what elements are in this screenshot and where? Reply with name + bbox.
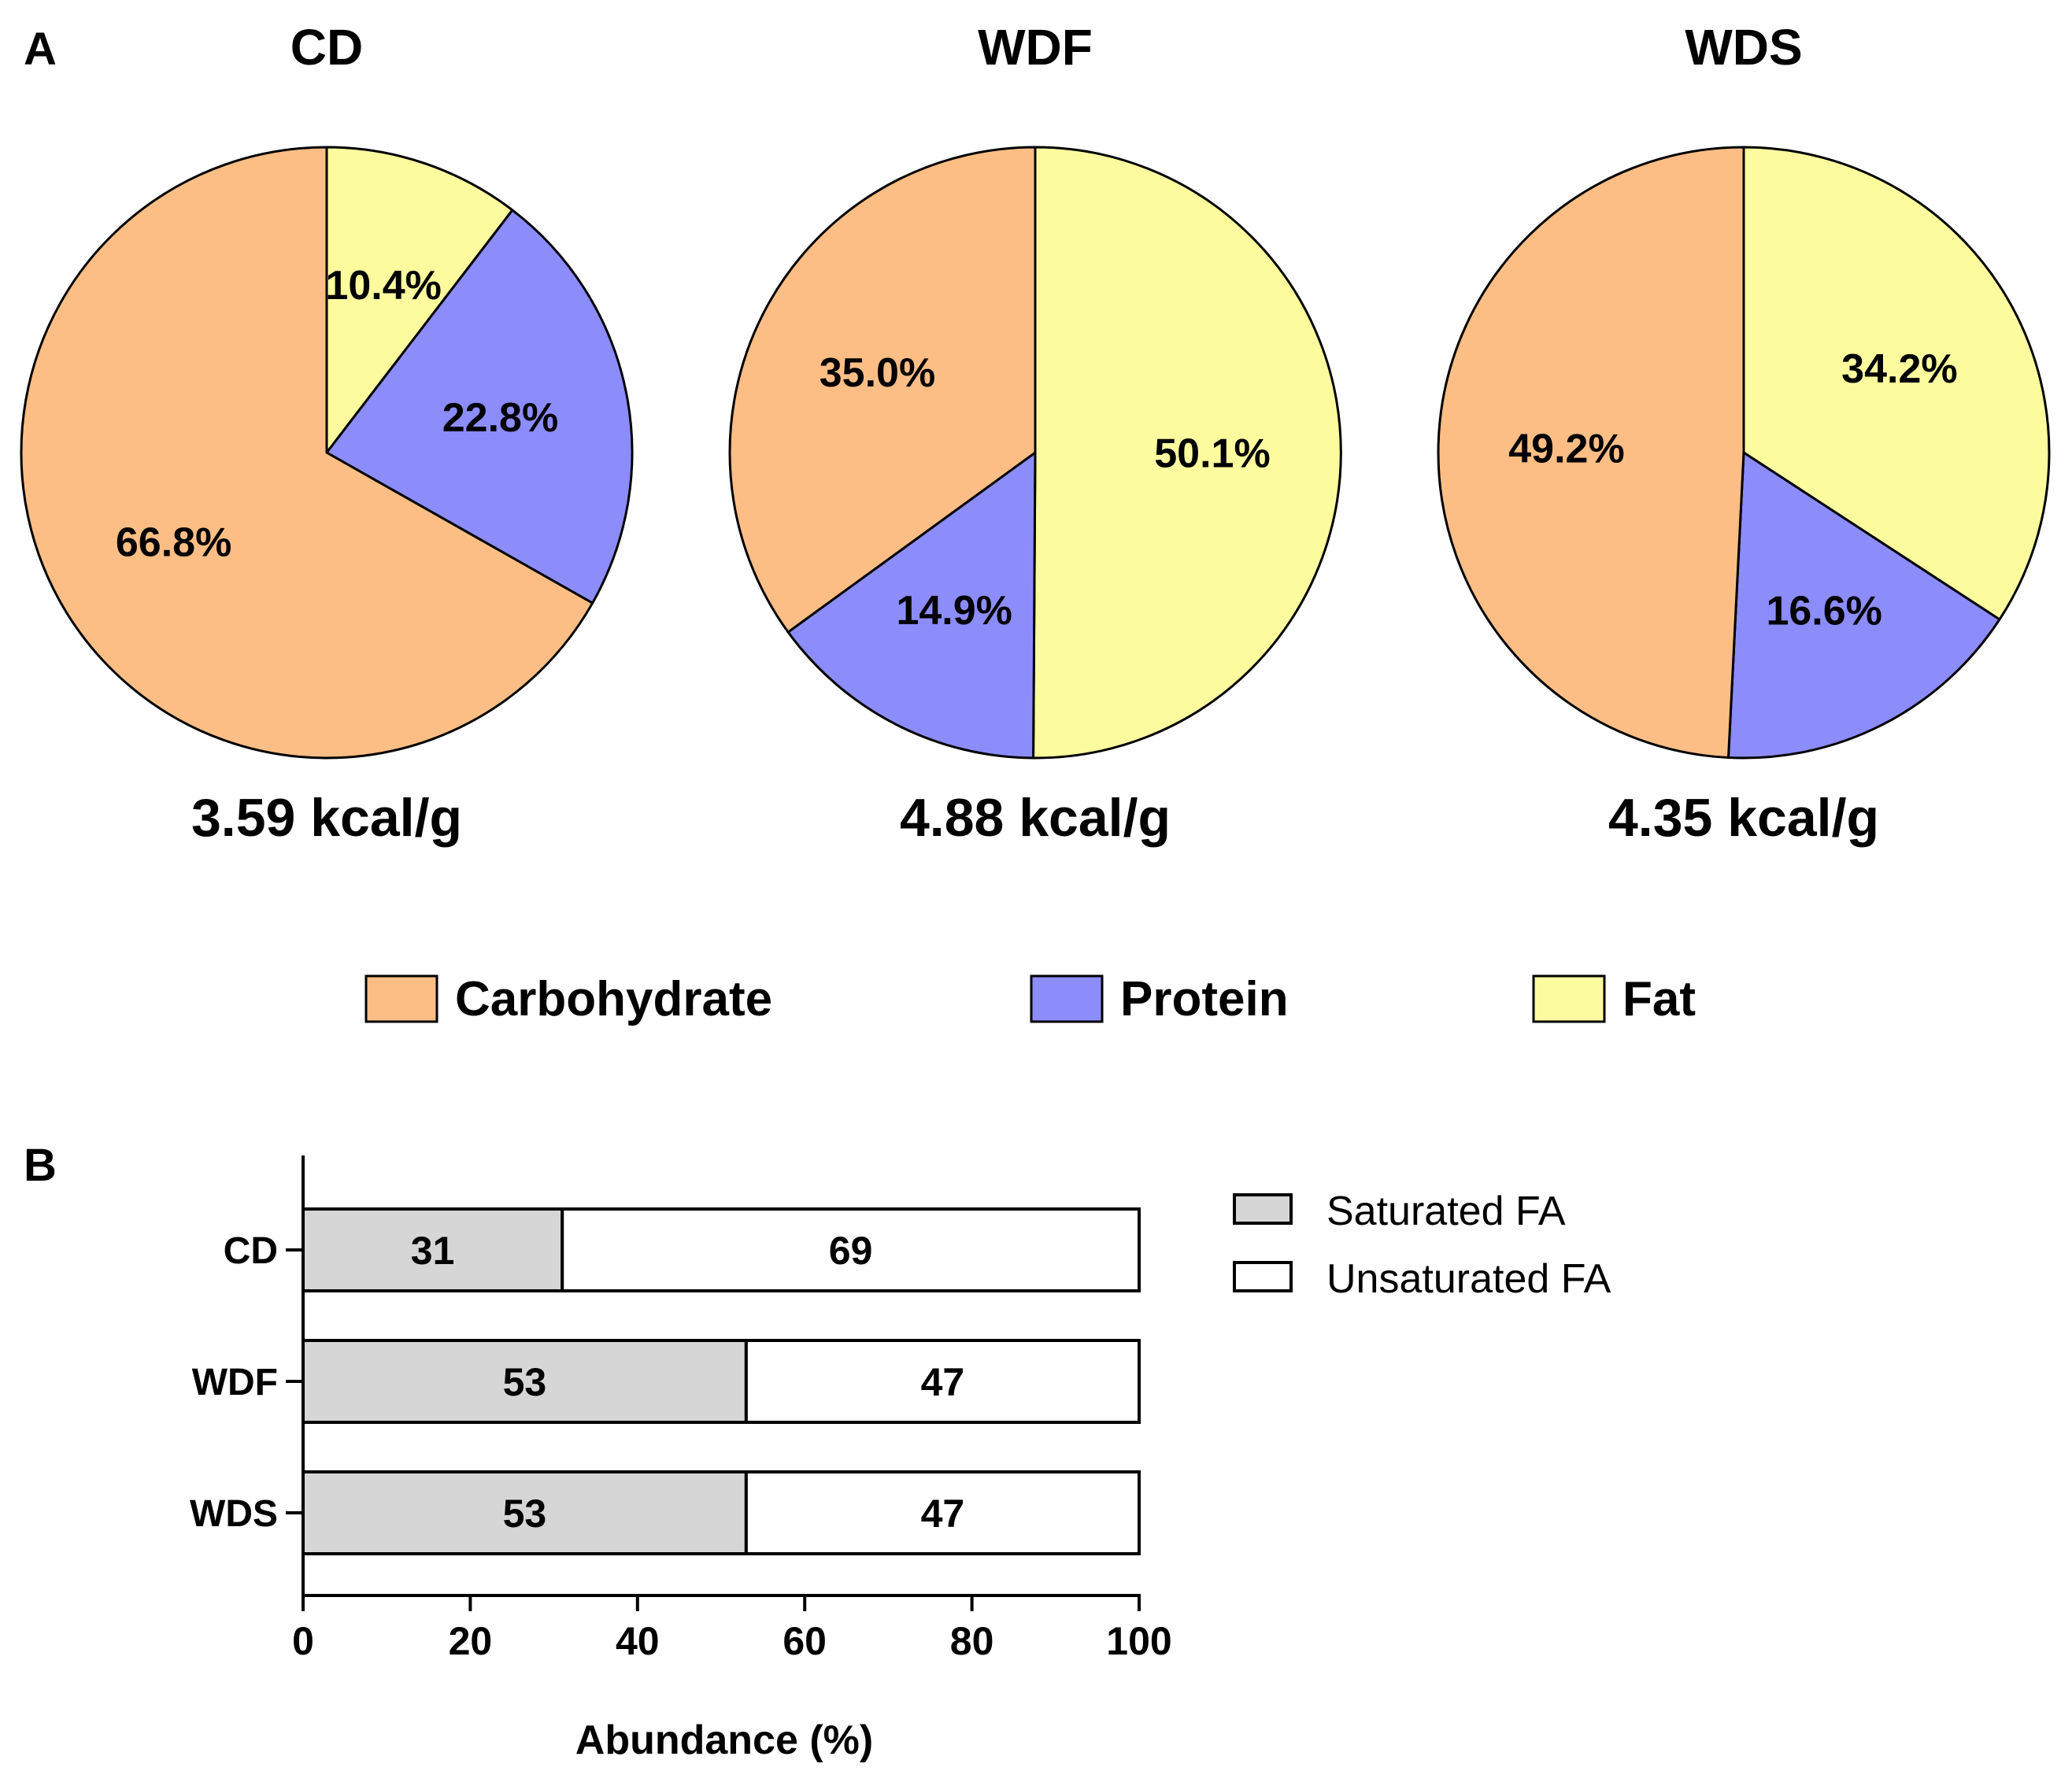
x-tick-label-0: 0 [292,1619,314,1663]
pie-title-cd: CD [290,19,363,76]
legend-swatch-fat [1532,974,1606,1023]
bar-value-wdf-saturated-fa: 53 [503,1360,547,1404]
pie-cd: CD 10.4% 22.8% 66.8% 3.59 kcal/g [20,19,634,848]
pie-slice-wdf-fat [1032,146,1342,760]
bar-value-cd-saturated-fa: 31 [411,1229,455,1273]
x-tick-label-80: 80 [950,1619,994,1663]
pie-label-cd-carbohydrate: 66.8% [116,519,231,565]
legend-swatch-protein [1030,974,1104,1023]
bar-wdf-saturated-fa [302,1339,748,1424]
bar-legend: Saturated FA Unsaturated FA [1233,1189,1611,1302]
bar-value-cd-unsaturated-fa: 69 [829,1229,873,1273]
legend-swatch-carbohydrate [364,974,438,1023]
bar-value-wdf-unsaturated-fa: 47 [921,1360,965,1404]
legend-label-saturated: Saturated FA [1326,1189,1566,1234]
panel-label-b: B [24,1140,57,1191]
legend-label-unsaturated: Unsaturated FA [1326,1256,1611,1302]
pie-title-wdf: WDF [978,19,1093,76]
pie-label-wdf-fat: 50.1% [1154,431,1270,477]
pie-title-wds: WDS [1685,19,1802,76]
pie-slice-wdf-protein [786,451,1037,760]
pie-wdf: WDF 50.1% 14.9% 35.0% 4.88 kcal/g [728,19,1342,848]
pie-charts: CD 10.4% 22.8% 66.8% 3.59 kcal/g WDF 50.1% 14.9… [20,19,2051,848]
pie-slice-wds-carbohydrate [1437,146,1745,760]
x-axis-label: Abundance (%) [575,1717,873,1763]
x-tick-label-60: 60 [783,1619,827,1663]
bar-cd-saturated-fa [302,1207,564,1292]
legend-label-carbohydrate: Carbohydrate [455,972,772,1026]
legend-swatch-saturated [1233,1193,1293,1225]
x-tick-label-100: 100 [1106,1619,1171,1663]
pie-slice-cd-carbohydrate [20,146,594,760]
legend-label-fat: Fat [1622,972,1696,1026]
pie-label-wds-fat: 34.2% [1841,346,1957,392]
bar-value-wds-saturated-fa: 53 [503,1492,547,1536]
legend-label-protein: Protein [1120,972,1289,1026]
legend-swatch-unsaturated [1233,1261,1293,1292]
pie-energy-wds: 4.35 kcal/g [1608,788,1879,848]
pie-slice-wdf-carbohydrate [728,146,1037,634]
pie-energy-cd: 3.59 kcal/g [191,788,462,848]
x-tick-label-40: 40 [616,1619,660,1663]
stacked-bar-chart: 0 20 40 60 80 100 CD 31 69 WDF 53 47 WDS 53 47 [190,1155,1172,1663]
bar-wdf-unsaturated-fa [744,1339,1141,1424]
pie-energy-wdf: 4.88 kcal/g [900,788,1171,848]
pie-slice-cd-protein [325,209,634,605]
y-tick-label-cd: CD [224,1230,278,1272]
pie-label-wds-carbohydrate: 49.2% [1508,426,1624,471]
y-tick-label-wds: WDS [190,1493,278,1535]
bar-value-wds-unsaturated-fa: 47 [921,1492,965,1536]
pie-label-cd-protein: 22.8% [442,395,558,441]
pie-label-wds-protein: 16.6% [1766,589,1881,634]
pie-wds: WDS 34.2% 16.6% 49.2% 4.35 kcal/g [1437,19,2051,848]
panel-label-a: A [24,24,57,75]
pie-legend: Carbohydrate Protein Fat [364,972,1696,1026]
bar-wds-saturated-fa [302,1470,748,1555]
bar-cd-unsaturated-fa [561,1207,1141,1292]
bar-wds-unsaturated-fa [744,1470,1141,1555]
pie-label-wdf-carbohydrate: 35.0% [820,350,935,396]
pie-slice-wds-protein [1727,451,2001,760]
x-tick-label-20: 20 [449,1619,493,1663]
pie-label-cd-fat: 10.4% [325,263,441,309]
pie-slice-cd-fat [325,146,514,454]
pie-label-wdf-protein: 14.9% [896,588,1012,634]
y-tick-label-wdf: WDF [192,1362,278,1403]
